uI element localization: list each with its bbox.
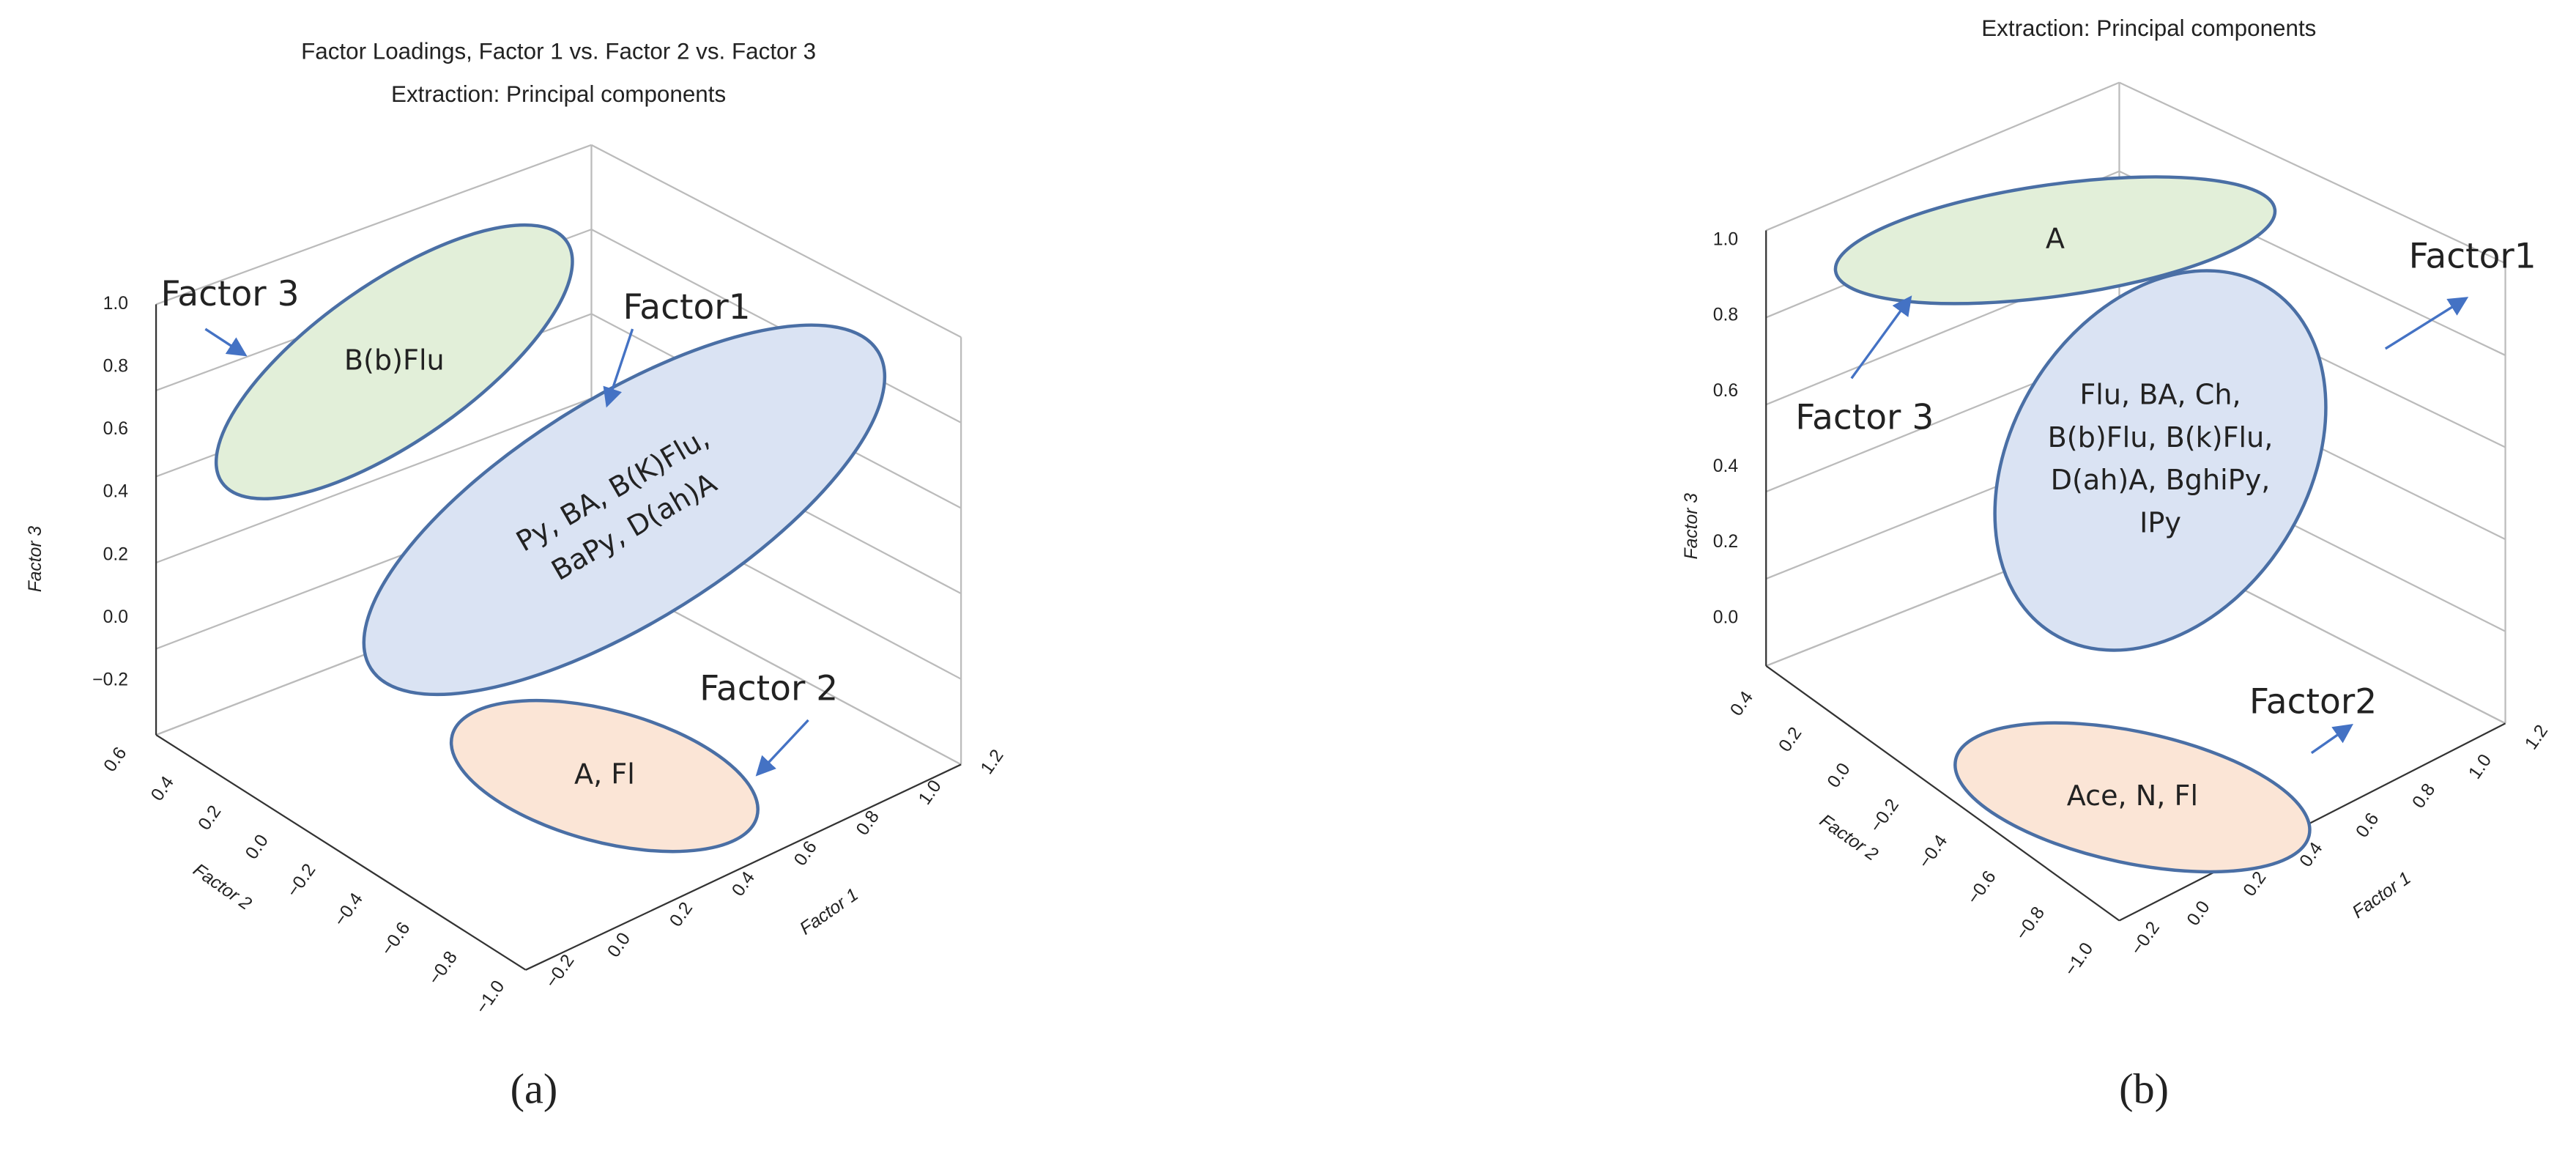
y-tick-label: −0.8 (425, 948, 461, 988)
grid-line (590, 229, 962, 423)
group-member: D(ah)A, BghiPy, (2051, 464, 2271, 496)
grid-line (155, 397, 592, 564)
x-tick-label: 1.0 (2465, 751, 2495, 783)
x-tick-label: 0.6 (2353, 810, 2383, 842)
axis-line (2118, 722, 2506, 922)
group-label: Factor2 (2249, 681, 2377, 722)
arrow (755, 719, 809, 777)
group-text: Flu, BA, Ch, B(b)Flu, B(k)Flu, D(ah)A, Bgh… (2048, 379, 2274, 539)
y-tick-label: 0.0 (242, 831, 272, 863)
z-tick-label: 0.2 (1713, 532, 1738, 552)
axis-line (525, 763, 962, 971)
chart-title: Factor Loadings, Factor 1 vs. Factor 2 v… (301, 39, 816, 64)
group-label: Factor1 (623, 287, 751, 327)
grid-line (155, 144, 592, 306)
y-tick-label: 0.6 (100, 744, 131, 776)
group-label: Factor 2 (699, 669, 838, 709)
x-tick-label: −0.2 (542, 951, 579, 991)
axis-label: Factor 1 (796, 885, 862, 939)
group-member: Ace, N, Fl (2067, 780, 2198, 812)
z-tick-label: 0.6 (103, 419, 128, 439)
z-tick-label: 0.6 (1713, 381, 1738, 401)
z-tick-label: 0.8 (103, 357, 128, 377)
y-tick-label: −0.2 (283, 860, 319, 900)
grid-line (590, 144, 962, 338)
group-text: A (2046, 222, 2065, 254)
group-text: Ace, N, Fl (2067, 780, 2198, 812)
arrow (1850, 295, 1912, 380)
y-tick-label: 0.4 (1726, 688, 1757, 720)
group-member: A, Fl (574, 758, 635, 791)
x-tick-label: 0.0 (604, 929, 634, 961)
y-tick-label: −0.4 (330, 889, 367, 930)
x-tick-label: −0.2 (2127, 918, 2164, 958)
group-ellipse (449, 698, 760, 854)
group-ellipse (1993, 269, 2328, 652)
x-tick-label: 0.2 (2240, 868, 2271, 900)
y-tick-label: 0.0 (1824, 760, 1855, 792)
y-tick-label: −1.0 (472, 977, 508, 1017)
y-tick-label: −0.8 (2012, 903, 2049, 944)
group-member: B(b)Flu, B(k)Flu, (2048, 421, 2274, 454)
axis-label: Factor 2 (190, 860, 256, 914)
x-tick-label: 0.0 (2183, 898, 2214, 930)
z-tick-label: 1.0 (1713, 229, 1738, 249)
axis-label: Factor 3 (1682, 493, 1701, 560)
chart-title: Extraction: Principal components (391, 81, 726, 107)
x-tick-label: 1.2 (2521, 722, 2552, 754)
axis-label: Factor 3 (26, 526, 45, 593)
panel: Factor Loadings, Factor 1 vs. Factor 2 v… (26, 39, 1008, 1113)
y-tick-label: −0.6 (377, 919, 414, 959)
group-ellipse (1953, 721, 2312, 874)
group-member: B(b)Flu (344, 344, 445, 376)
x-tick-label: 0.8 (2409, 780, 2440, 813)
z-tick-label: −0.2 (92, 670, 128, 690)
y-tick-label: −1.0 (2060, 939, 2097, 980)
z-tick-label: 0.4 (1713, 456, 1738, 476)
z-tick-label: 0.8 (1713, 306, 1738, 325)
group-text: B(b)Flu (344, 344, 445, 376)
x-tick-label: 1.0 (915, 777, 946, 809)
z-tick-label: 1.0 (103, 294, 128, 314)
group-member: IPy (2139, 506, 2181, 539)
axis-label: Factor 1 (2349, 868, 2415, 922)
panel: Extraction: Principal components 1.0 0.8 0.… (1682, 15, 2552, 1112)
group-ellipse (214, 223, 574, 500)
z-tick-label: 0.4 (103, 482, 128, 502)
z-tick-label: 0.0 (103, 607, 128, 627)
group-label: Factor 3 (160, 274, 299, 314)
axis-line (155, 734, 527, 971)
axis-line (1765, 665, 2120, 922)
y-tick-label: 0.2 (195, 802, 226, 834)
arrow (2310, 724, 2353, 755)
group-ellipse (362, 323, 887, 697)
group-label: Factor 3 (1795, 397, 1934, 437)
z-tick-label: 0.0 (1713, 607, 1738, 627)
group-member: Flu, BA, Ch, (2079, 379, 2241, 411)
arrow (603, 328, 634, 408)
y-tick-label: −0.4 (1915, 832, 1951, 872)
y-tick-label: 0.4 (147, 773, 178, 805)
y-tick-label: 0.2 (1775, 724, 1806, 756)
z-tick-label: 0.2 (103, 544, 128, 564)
y-tick-label: −0.2 (1866, 796, 1903, 836)
arrow (204, 327, 248, 357)
x-tick-label: 0.2 (666, 899, 697, 931)
y-tick-label: −0.6 (1964, 867, 2000, 908)
group-text: A, Fl (574, 758, 635, 791)
grid-line (1765, 81, 2120, 232)
x-tick-label: 0.8 (853, 807, 883, 840)
group-member: A (2046, 222, 2065, 254)
grid-line (2118, 81, 2506, 264)
group-label: Factor1 (2409, 237, 2536, 277)
caption: (b) (2119, 1065, 2169, 1112)
group-ellipse (1833, 175, 2277, 306)
caption: (a) (511, 1065, 558, 1112)
x-tick-label: 1.2 (977, 746, 1008, 778)
arrow (2384, 297, 2469, 350)
chart-title: Extraction: Principal components (1981, 15, 2316, 41)
